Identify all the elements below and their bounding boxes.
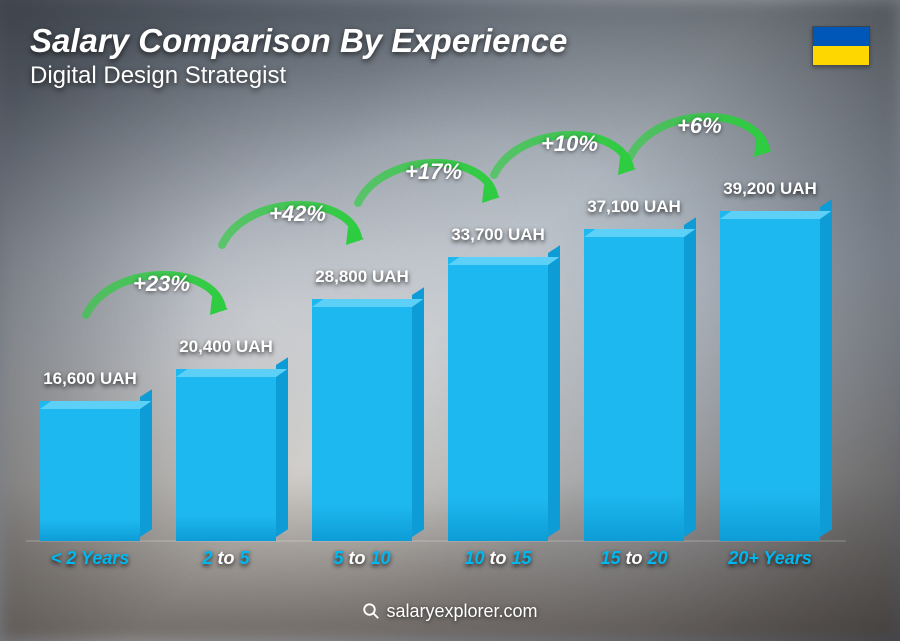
bar-category-label: 20+ Years <box>700 548 840 569</box>
site-name: salaryexplorer.com <box>386 601 537 622</box>
percent-increase-label: +42% <box>269 201 326 227</box>
increase-arrow: +6% <box>622 111 788 167</box>
bar-value-label: 33,700 UAH <box>428 225 568 245</box>
bar-side <box>140 389 152 537</box>
magnifier-icon <box>362 602 380 620</box>
percent-increase-label: +17% <box>405 159 462 185</box>
chart-title: Salary Comparison By Experience <box>30 22 870 60</box>
cat-pre: 10 <box>464 548 484 568</box>
bar-side <box>684 217 696 537</box>
cat-pre: 2 <box>202 548 212 568</box>
bar-front <box>176 369 276 541</box>
bar-category-label: 15 to 20 <box>564 548 704 569</box>
percent-increase-label: +10% <box>541 131 598 157</box>
cat-mid: to <box>343 548 370 568</box>
cat-mid: to <box>213 548 240 568</box>
cat-post: 5 <box>240 548 250 568</box>
bar <box>448 257 548 541</box>
bar-category-label: 5 to 10 <box>292 548 432 569</box>
bar-top <box>720 211 831 219</box>
bar-side <box>820 199 832 537</box>
percent-increase-label: +23% <box>133 271 190 297</box>
bar-category-label: < 2 Years <box>20 548 160 569</box>
cat-post: 10 <box>370 548 390 568</box>
cat-pre: 5 <box>333 548 343 568</box>
bar-category-label: 2 to 5 <box>156 548 296 569</box>
footer: salaryexplorer.com <box>0 601 900 626</box>
bar-top <box>40 401 151 409</box>
increase-arrow: +23% <box>78 269 244 325</box>
cat-pre: 20+ <box>728 548 759 568</box>
cat-mid: to <box>485 548 512 568</box>
bar-top <box>176 369 287 377</box>
bar-front <box>584 229 684 541</box>
bar-value-label: 16,600 UAH <box>20 369 160 389</box>
bar-top <box>448 257 559 265</box>
country-flag-ukraine <box>812 26 870 66</box>
cat-post: 15 <box>512 548 532 568</box>
bar <box>584 229 684 541</box>
flag-bottom-stripe <box>813 46 869 65</box>
bar-front <box>720 211 820 541</box>
bar-side <box>548 246 560 537</box>
bar-side <box>412 287 424 537</box>
bar-category-label: 10 to 15 <box>428 548 568 569</box>
bar-side <box>276 357 288 537</box>
bar-chart: 16,600 UAH< 2 Years20,400 UAH2 to 528,80… <box>26 99 846 569</box>
cat-pre: < 2 <box>51 548 77 568</box>
flag-top-stripe <box>813 27 869 46</box>
bar-front <box>40 401 140 541</box>
bar-value-label: 28,800 UAH <box>292 267 432 287</box>
cat-pre: 15 <box>600 548 620 568</box>
bar <box>312 299 412 541</box>
bar-top <box>312 299 423 307</box>
cat-post: Years <box>81 548 129 568</box>
bar <box>720 211 820 541</box>
infographic-container: Salary Comparison By Experience Digital … <box>0 0 900 641</box>
site-attribution: salaryexplorer.com <box>362 601 537 622</box>
cat-mid: to <box>621 548 648 568</box>
bar-front <box>312 299 412 541</box>
chart-subtitle: Digital Design Strategist <box>30 62 870 90</box>
cat-post: 20 <box>648 548 668 568</box>
header: Salary Comparison By Experience Digital … <box>0 0 900 90</box>
percent-increase-label: +6% <box>677 113 722 139</box>
bar-value-label: 20,400 UAH <box>156 337 296 357</box>
bar-top <box>584 229 695 237</box>
bar <box>40 401 140 541</box>
bar-value-label: 39,200 UAH <box>700 179 840 199</box>
bar-value-label: 37,100 UAH <box>564 197 704 217</box>
bar <box>176 369 276 541</box>
cat-post: Years <box>763 548 811 568</box>
bar-front <box>448 257 548 541</box>
